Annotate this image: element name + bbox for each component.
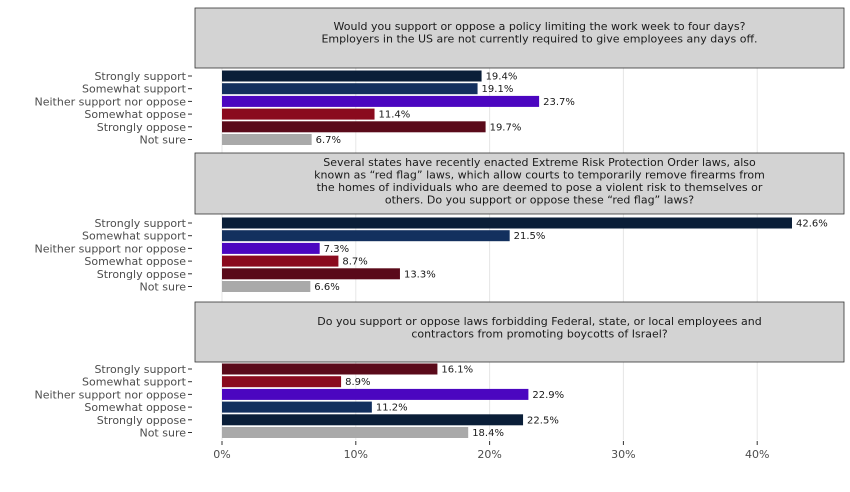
bar bbox=[222, 388, 529, 400]
category-label: Strongly oppose bbox=[97, 414, 186, 427]
category-label: Strongly support bbox=[94, 217, 186, 230]
value-label: 18.4% bbox=[472, 428, 504, 439]
bar bbox=[222, 70, 482, 82]
panel-title-line: Do you support or oppose laws forbidding… bbox=[317, 315, 761, 328]
bar bbox=[222, 108, 375, 120]
bar bbox=[222, 134, 312, 145]
x-tick-label: 10% bbox=[344, 448, 368, 461]
category-label: Not sure bbox=[139, 134, 186, 147]
bar bbox=[222, 242, 320, 254]
value-label: 23.7% bbox=[543, 97, 575, 108]
value-label: 21.5% bbox=[514, 231, 546, 242]
category-label: Strongly support bbox=[94, 70, 186, 83]
category-label: Somewhat support bbox=[82, 83, 187, 96]
x-tick-label: 30% bbox=[611, 448, 635, 461]
value-label: 8.7% bbox=[342, 257, 367, 268]
panel-title-line: Would you support or oppose a policy lim… bbox=[334, 20, 746, 33]
panel-strip bbox=[194, 301, 845, 363]
bar bbox=[222, 427, 469, 438]
value-label: 8.9% bbox=[345, 377, 370, 388]
category-label: Somewhat oppose bbox=[84, 255, 186, 268]
panel-title-line: Several states have recently enacted Ext… bbox=[323, 156, 756, 169]
x-tick-label: 40% bbox=[745, 448, 769, 461]
bar bbox=[222, 281, 311, 292]
panel-title-line: others. Do you support or oppose these “… bbox=[385, 194, 694, 207]
value-label: 22.9% bbox=[532, 390, 564, 401]
category-label: Neither support nor oppose bbox=[35, 242, 187, 255]
value-label: 7.3% bbox=[324, 244, 349, 255]
bar bbox=[222, 83, 478, 95]
category-label: Not sure bbox=[139, 281, 186, 294]
category-label: Somewhat support bbox=[82, 230, 187, 243]
panel-title-line: the homes of individuals who are deemed … bbox=[317, 181, 763, 194]
panel-title-line: known as “red flag” laws, which allow co… bbox=[314, 169, 765, 182]
bar bbox=[222, 217, 792, 229]
x-tick-label: 20% bbox=[477, 448, 501, 461]
bar bbox=[222, 376, 342, 388]
category-label: Somewhat support bbox=[82, 376, 187, 389]
bar bbox=[222, 414, 524, 426]
value-label: 22.5% bbox=[527, 415, 559, 426]
bar bbox=[222, 255, 339, 267]
value-label: 11.4% bbox=[379, 110, 411, 121]
value-label: 19.7% bbox=[490, 122, 522, 133]
bar bbox=[222, 230, 510, 242]
bar bbox=[222, 363, 438, 375]
bar bbox=[222, 95, 540, 107]
category-label: Strongly support bbox=[94, 363, 186, 376]
value-label: 19.1% bbox=[482, 84, 514, 95]
category-label: Neither support nor oppose bbox=[35, 388, 187, 401]
value-label: 6.6% bbox=[314, 282, 339, 293]
value-label: 13.3% bbox=[404, 269, 436, 280]
bar bbox=[222, 401, 372, 413]
panel-strip bbox=[194, 152, 845, 215]
category-label: Not sure bbox=[139, 427, 186, 440]
panel-title-line: Employers in the US are not currently re… bbox=[321, 33, 757, 46]
category-label: Somewhat oppose bbox=[84, 401, 186, 414]
value-label: 11.2% bbox=[376, 403, 408, 414]
value-label: 16.1% bbox=[441, 365, 473, 376]
bar bbox=[222, 121, 486, 133]
value-label: 19.4% bbox=[486, 72, 518, 83]
panel-title-line: contractors from promoting boycotts of I… bbox=[411, 328, 668, 341]
value-label: 6.7% bbox=[316, 135, 341, 146]
value-label: 42.6% bbox=[796, 219, 828, 230]
category-label: Somewhat oppose bbox=[84, 108, 186, 121]
category-label: Neither support nor oppose bbox=[35, 95, 187, 108]
bar bbox=[222, 268, 400, 280]
panel-strip bbox=[194, 7, 845, 69]
category-label: Strongly oppose bbox=[97, 121, 186, 134]
x-tick-label: 0% bbox=[213, 448, 230, 461]
category-label: Strongly oppose bbox=[97, 268, 186, 281]
